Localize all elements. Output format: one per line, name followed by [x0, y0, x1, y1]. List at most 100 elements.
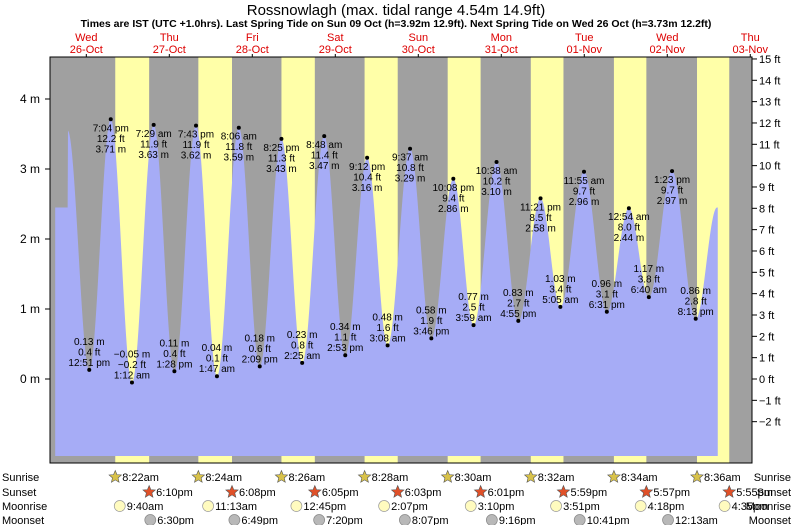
sunrise-star-icon [274, 469, 289, 483]
low-tide-label: 2.58 m [525, 223, 556, 234]
plot-frame [49, 56, 753, 464]
low-tide-label: 11:55 am [564, 176, 605, 187]
sunset-star-icon [473, 484, 488, 498]
day-date: 01-Nov [567, 44, 603, 56]
high-tide-label: 0.18 m [244, 333, 275, 344]
day-date: 02-Nov [650, 44, 686, 56]
tide-point [693, 316, 698, 321]
day-date: 26-Oct [70, 44, 103, 56]
tide-point [670, 169, 675, 174]
high-tide-label: 5:05 am [542, 295, 578, 306]
y-tick-label-ft: 8 ft [759, 203, 774, 215]
tide-point [646, 295, 651, 300]
y-tick-label-m: 4 m [20, 92, 40, 106]
day-weekday: Mon [491, 32, 512, 44]
high-tide-label: 0.1 ft [206, 354, 228, 365]
tide-point [626, 206, 631, 211]
high-tide-label: 1.17 m [634, 264, 665, 275]
moonrise-moon-icon [464, 500, 477, 512]
tide-point [257, 364, 262, 369]
high-tide-label: 0.4 ft [78, 347, 100, 358]
high-tide-label: 1.9 ft [420, 316, 442, 327]
tide-point [558, 304, 563, 309]
low-tide-label: 1:23 pm [654, 175, 690, 186]
moonset-moon-icon [485, 514, 498, 525]
y-tick-label-ft: 0 ft [759, 374, 774, 386]
high-tide-label: 2:09 pm [242, 354, 278, 365]
y-tick-label-ft: 12 ft [759, 118, 780, 130]
low-tide-label: 11.3 ft [268, 153, 295, 164]
low-tide-label: 11.4 ft [311, 151, 338, 162]
day-weekday: Thu [741, 32, 760, 44]
high-tide-label: 2:53 pm [327, 343, 363, 354]
high-tide-label: 0.86 m [680, 286, 711, 297]
moonset-moon-icon [228, 514, 241, 525]
high-tide-label: 0.58 m [416, 305, 447, 316]
tide-point [87, 367, 92, 372]
y-tick-label-m: 0 m [20, 372, 40, 386]
y-tick-label-ft: 9 ft [759, 182, 774, 194]
low-tide-label: 2.86 m [438, 204, 469, 215]
moonrise-moon-icon [378, 500, 390, 512]
low-tide-label: 9:12 pm [349, 162, 385, 173]
y-tick-label-ft: 10 ft [759, 161, 780, 173]
y-tick-label-m: 2 m [20, 232, 40, 246]
moonset-moon-icon [662, 514, 674, 525]
y-tick-label-ft: 13 ft [759, 97, 780, 109]
high-tide-label: 3.1 ft [596, 289, 618, 300]
low-tide-label: 2.97 m [657, 196, 688, 207]
sunset-time: 5:59pm [570, 487, 607, 499]
moonset-time: 6:49pm [241, 515, 278, 525]
tide-point [194, 123, 199, 128]
low-tide-label: 7:29 am [136, 129, 172, 140]
sunrise-time: 8:26am [288, 472, 325, 484]
tide-point [236, 125, 241, 130]
sunrise-time: 8:28am [372, 472, 409, 484]
sunrise-time: 8:34am [621, 472, 658, 484]
high-tide-label: 1:28 pm [156, 359, 192, 370]
low-tide-label: 11:21 pm [520, 202, 561, 213]
tide-point [365, 155, 370, 160]
low-tide-label: 10.8 ft [396, 163, 424, 174]
tide-point [151, 122, 156, 127]
almanac-row-label-left: Moonset [2, 515, 44, 525]
low-tide-label: 2.96 m [569, 197, 600, 208]
low-tide-label: 8:25 pm [263, 143, 299, 154]
y-tick-label-ft: 6 ft [759, 246, 774, 258]
moonrise-time: 12:45pm [303, 501, 346, 513]
low-tide-label: 11.8 ft [225, 142, 252, 153]
y-tick-label-ft: 2 ft [759, 331, 774, 343]
high-tide-label: 1:12 am [114, 371, 150, 382]
chart-title: Rossnowlagh (max. tidal range 4.54m 14.9… [247, 2, 545, 19]
low-tide-label: 8.5 ft [529, 213, 551, 224]
high-tide-label: 0.11 m [159, 338, 189, 349]
moonset-time: 9:16pm [499, 515, 536, 525]
low-tide-label: 9.7 ft [573, 186, 595, 197]
day-date: 03-Nov [733, 44, 769, 56]
moonrise-moon-icon [290, 500, 303, 512]
high-tide-label: 6:31 pm [589, 300, 625, 311]
high-tide-label: 3.4 ft [549, 284, 571, 295]
almanac-row-label-left: Sunrise [2, 472, 39, 484]
day-weekday: Tue [575, 32, 594, 44]
low-tide-label: 8:48 am [306, 140, 342, 151]
y-tick-label-m: 1 m [20, 302, 40, 316]
day-date: 27-Oct [153, 44, 186, 56]
low-tide-label: 7:43 pm [178, 130, 214, 141]
high-tide-label: 1.03 m [545, 274, 576, 285]
moonrise-time: 3:51pm [563, 501, 600, 513]
sunset-time: 6:05pm [322, 487, 359, 499]
tide-point [300, 360, 305, 365]
moonset-moon-icon [144, 514, 157, 525]
high-tide-label: 1.6 ft [376, 323, 398, 334]
y-tick-label-ft: 1 ft [759, 353, 774, 365]
sunrise-star-icon [606, 469, 621, 483]
high-tide-label: 6:40 am [631, 285, 667, 296]
high-tide-label: 0.83 m [503, 288, 534, 299]
sunrise-time: 8:36am [704, 472, 741, 484]
low-tide-label: 3.16 m [352, 183, 383, 194]
low-tide-label: 11.9 ft [182, 140, 209, 151]
low-tide-label: 3.43 m [266, 164, 297, 175]
